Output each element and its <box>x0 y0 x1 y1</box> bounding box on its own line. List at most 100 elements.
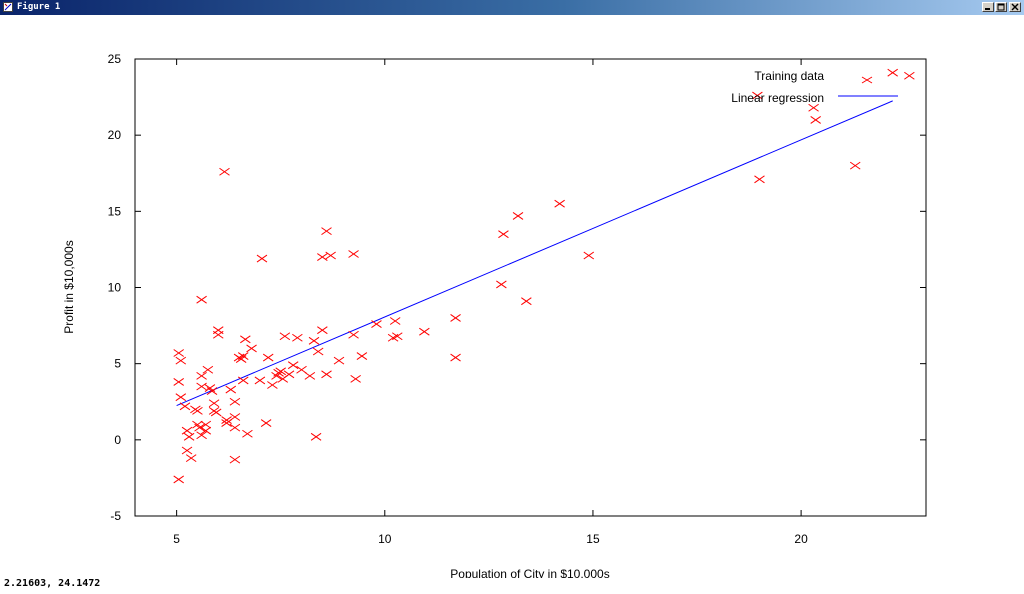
data-point-77 <box>450 353 461 362</box>
data-point-86 <box>808 103 819 112</box>
plot-axes: 5 10 15 20 -5 0 5 10 15 20 25 <box>108 52 927 546</box>
data-point-20 <box>202 365 214 374</box>
legend-label-training-data: Training data <box>754 69 824 83</box>
legend-label-linear-regression: Linear regression <box>731 91 824 105</box>
data-point-82 <box>554 199 565 208</box>
data-point-55 <box>292 333 303 342</box>
data-point-90 <box>904 71 915 80</box>
data-point-9 <box>185 454 197 463</box>
data-point-40 <box>240 335 251 344</box>
window-titlebar[interactable]: Figure 1 <box>0 0 1024 15</box>
data-point-8 <box>181 446 193 455</box>
data-point-58 <box>308 336 320 345</box>
maximize-icon <box>997 3 1005 11</box>
close-icon <box>1011 3 1019 11</box>
data-point-79 <box>498 230 509 239</box>
y-tick-label-20: 20 <box>108 128 122 142</box>
regression-line <box>176 100 893 407</box>
y-tick-label-0: 0 <box>114 433 121 447</box>
maximize-button[interactable] <box>995 2 1007 12</box>
data-point-32 <box>229 397 241 406</box>
y-tick-label--5: -5 <box>110 509 121 523</box>
data-point-33 <box>229 413 241 421</box>
data-point-46 <box>262 353 274 362</box>
data-point-35 <box>229 455 241 464</box>
data-point-18 <box>200 420 212 429</box>
x-tick-label-20: 20 <box>794 532 808 546</box>
data-point-42 <box>246 344 257 353</box>
data-point-73 <box>389 317 401 325</box>
data-point-5 <box>179 402 191 411</box>
minimize-icon <box>985 8 990 10</box>
data-point-39 <box>237 376 249 385</box>
data-point-69 <box>350 374 361 383</box>
data-point-60 <box>312 347 324 356</box>
data-point-38 <box>237 352 249 360</box>
data-point-3 <box>175 393 187 402</box>
cursor-coordinates: 2.21603, 24.1472 <box>4 578 101 589</box>
data-point-56 <box>296 365 307 374</box>
data-point-12 <box>196 382 207 391</box>
x-tick-label-5: 5 <box>173 532 180 546</box>
data-point-75 <box>419 327 430 336</box>
data-point-88 <box>849 161 861 170</box>
data-point-15 <box>194 423 205 432</box>
data-point-64 <box>321 370 332 379</box>
data-point-0 <box>173 349 184 357</box>
data-point-53 <box>283 370 295 379</box>
data-point-7 <box>183 432 195 441</box>
data-point-74 <box>391 332 403 341</box>
data-point-1 <box>175 356 187 365</box>
y-tick-label-25: 25 <box>108 52 122 66</box>
data-point-2 <box>173 378 184 386</box>
data-point-29 <box>221 416 232 424</box>
data-point-83 <box>583 251 595 260</box>
data-point-71 <box>371 320 382 328</box>
data-point-87 <box>810 116 821 124</box>
data-point-65 <box>325 251 336 260</box>
data-point-68 <box>348 250 359 258</box>
x-tick-label-10: 10 <box>378 532 392 546</box>
data-point-89 <box>887 68 898 77</box>
data-point-80 <box>512 211 524 220</box>
figure-canvas[interactable]: 5 10 15 20 -5 0 5 10 15 20 25 Population of City i… <box>0 15 1024 578</box>
data-point-16 <box>196 431 207 440</box>
minimize-button[interactable] <box>982 2 994 12</box>
x-tick-label-15: 15 <box>586 532 600 546</box>
data-point-44 <box>256 254 268 263</box>
data-point-27 <box>196 295 207 304</box>
data-point-22 <box>208 399 220 408</box>
data-point-17 <box>200 426 212 435</box>
data-point-85 <box>754 175 765 184</box>
data-point-28 <box>219 167 230 176</box>
data-point-67 <box>348 330 359 339</box>
data-point-62 <box>317 326 328 335</box>
data-point-30 <box>221 419 232 427</box>
data-point-13 <box>196 371 207 380</box>
close-button[interactable] <box>1009 2 1021 12</box>
data-point-50 <box>275 367 286 376</box>
data-point-66 <box>333 356 345 365</box>
plot-frame <box>134 58 927 517</box>
window-title: Figure 1 <box>17 2 61 12</box>
data-point-52 <box>279 332 291 341</box>
data-point-61 <box>317 253 328 261</box>
data-point-78 <box>496 280 507 289</box>
data-point-6 <box>181 426 193 435</box>
figure-window-icon <box>3 2 13 12</box>
x-axis-label: Population of City in $10,000s <box>450 567 609 578</box>
data-point-54 <box>287 361 299 370</box>
data-point-63 <box>321 227 332 236</box>
data-point-31 <box>225 385 237 394</box>
data-point-26 <box>212 330 224 339</box>
data-point-21 <box>206 387 218 395</box>
data-point-4 <box>173 475 184 484</box>
data-point-70 <box>356 352 368 360</box>
data-point-84 <box>752 91 763 100</box>
data-point-24 <box>210 408 222 417</box>
legend: Training data Linear regression <box>731 69 898 105</box>
data-point-41 <box>242 429 253 438</box>
plot-data <box>173 68 915 484</box>
data-point-43 <box>254 376 266 385</box>
data-point-47 <box>267 381 278 389</box>
